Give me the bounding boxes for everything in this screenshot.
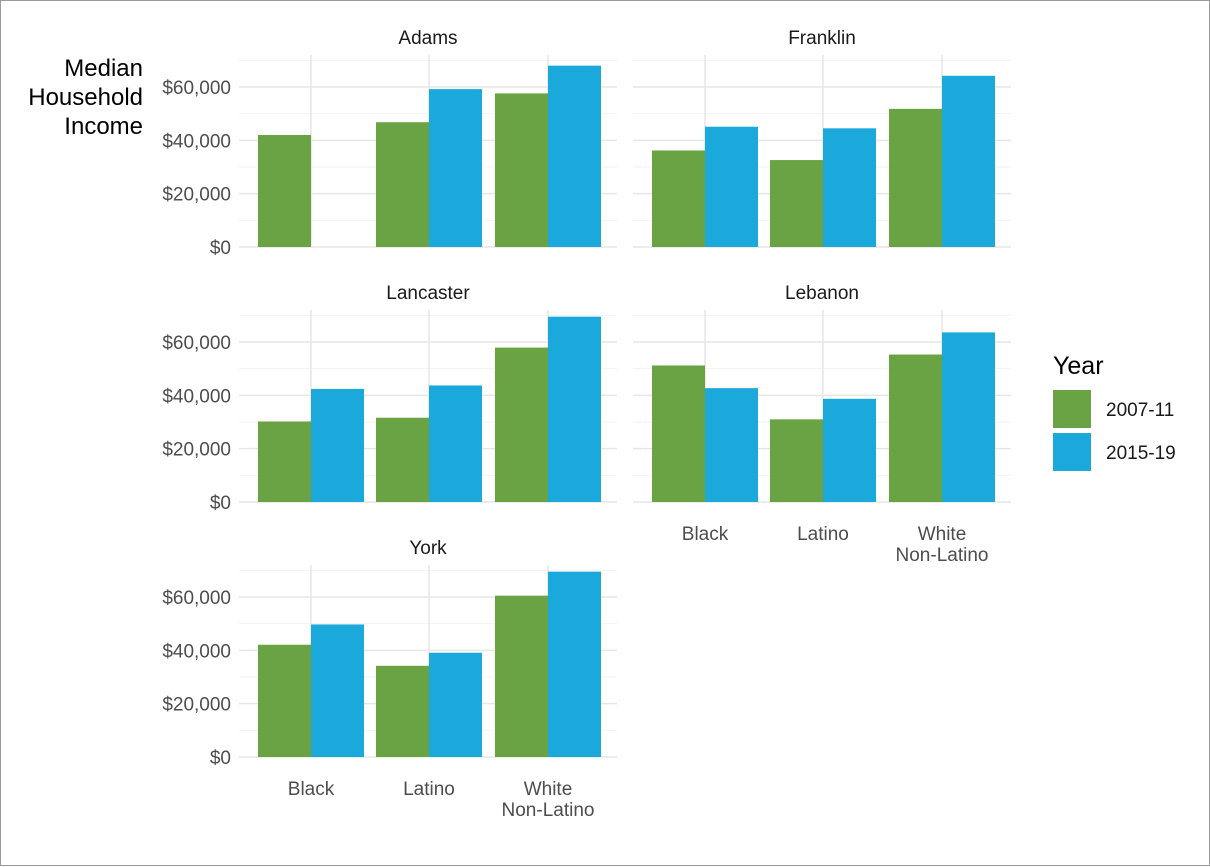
bar bbox=[429, 385, 482, 502]
bar bbox=[889, 354, 942, 502]
legend-label: 2015-19 bbox=[1106, 443, 1176, 464]
panel-title: York bbox=[409, 538, 447, 559]
x-tick-label: Latino bbox=[797, 524, 849, 545]
legend-title: Year bbox=[1053, 352, 1104, 380]
bar bbox=[376, 122, 429, 247]
panel-york: York $0 $20,000 $40,000 $60,000 Black Latino Wh… bbox=[162, 538, 617, 821]
bar bbox=[823, 128, 876, 247]
bar bbox=[548, 65, 601, 248]
bar bbox=[652, 150, 705, 247]
bar bbox=[258, 644, 311, 757]
y-tick-label: $0 bbox=[210, 493, 231, 514]
x-tick-label: White bbox=[524, 779, 573, 800]
y-axis-title: Household bbox=[28, 84, 143, 111]
y-tick-label: $40,000 bbox=[162, 641, 231, 662]
y-tick-label: $20,000 bbox=[162, 695, 231, 716]
bar bbox=[258, 135, 311, 247]
panel-title: Lancaster bbox=[386, 283, 470, 304]
y-tick-label: $60,000 bbox=[162, 78, 231, 99]
bar bbox=[495, 595, 548, 757]
bar bbox=[942, 75, 995, 247]
y-tick-label: $40,000 bbox=[162, 386, 231, 407]
bar bbox=[770, 160, 823, 247]
y-tick-label: $0 bbox=[210, 748, 231, 769]
bar bbox=[311, 624, 364, 757]
x-tick-label: Black bbox=[682, 524, 729, 545]
y-tick-label: $40,000 bbox=[162, 131, 231, 152]
bar bbox=[823, 398, 876, 502]
panel-title: Lebanon bbox=[785, 283, 859, 304]
x-tick-label: Latino bbox=[403, 779, 455, 800]
bar bbox=[705, 388, 758, 502]
bar bbox=[495, 347, 548, 502]
bar bbox=[258, 421, 311, 502]
x-tick-label: White bbox=[918, 524, 967, 545]
panel-franklin: Franklin bbox=[633, 28, 1011, 248]
bar bbox=[652, 365, 705, 502]
y-axis-title: Income bbox=[64, 113, 143, 140]
panel-title: Franklin bbox=[788, 28, 856, 49]
y-tick-label: $60,000 bbox=[162, 333, 231, 354]
legend-swatch bbox=[1053, 433, 1091, 471]
bar bbox=[770, 419, 823, 502]
x-tick-label: Non-Latino bbox=[896, 545, 989, 566]
bar bbox=[889, 108, 942, 247]
legend-swatch bbox=[1053, 390, 1091, 428]
bar bbox=[429, 89, 482, 247]
bar bbox=[705, 126, 758, 247]
x-tick-label: Black bbox=[288, 779, 335, 800]
bar bbox=[376, 417, 429, 502]
panel-adams: Adams $0 $20,000 $40,000 $60,000 bbox=[162, 28, 617, 259]
bar bbox=[311, 388, 364, 502]
legend-label: 2007-11 bbox=[1106, 400, 1174, 421]
panel-lancaster: Lancaster $0 $20,000 $40,000 $60,000 bbox=[162, 283, 617, 514]
y-axis-title: Median bbox=[64, 55, 143, 82]
bar bbox=[376, 665, 429, 757]
y-tick-label: $20,000 bbox=[162, 440, 231, 461]
y-tick-label: $0 bbox=[210, 238, 231, 259]
bar bbox=[942, 332, 995, 502]
x-tick-label: Non-Latino bbox=[502, 800, 595, 821]
y-tick-label: $60,000 bbox=[162, 588, 231, 609]
y-tick-label: $20,000 bbox=[162, 185, 231, 206]
panel-title: Adams bbox=[398, 28, 457, 49]
bar bbox=[548, 571, 601, 757]
bar bbox=[495, 93, 548, 248]
bar bbox=[429, 652, 482, 757]
bar bbox=[548, 316, 601, 502]
